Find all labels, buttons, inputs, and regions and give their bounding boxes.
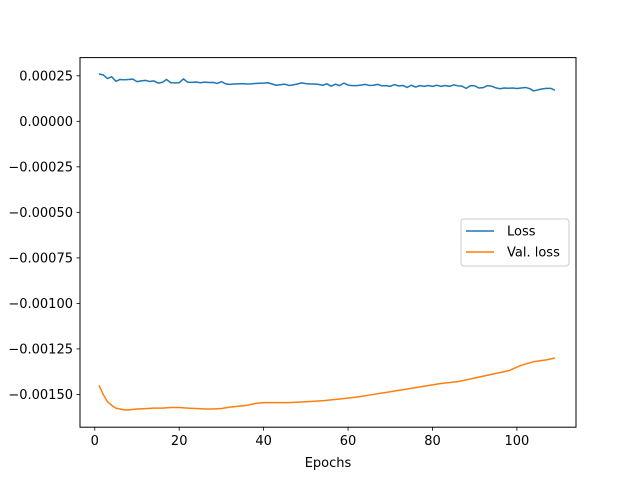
x-axis-title: Epochs <box>305 456 352 471</box>
x-tick-label: 100 <box>504 434 529 449</box>
series-line-loss <box>98 73 556 92</box>
legend-label: Loss <box>507 225 536 240</box>
y-tick-label: −0.00075 <box>8 251 73 266</box>
y-tick-label: −0.00125 <box>8 342 73 357</box>
x-tick-label: 20 <box>171 434 188 449</box>
x-tick-label: 60 <box>340 434 357 449</box>
y-tick-label: −0.00100 <box>8 297 73 312</box>
y-tick-label: 0.00025 <box>19 69 73 84</box>
y-tick-label: −0.00050 <box>8 206 73 221</box>
plot-frame <box>79 57 577 428</box>
y-axis: 0.00025 0.00000 −0.00025 −0.00050 −0.00075 −0… <box>8 69 80 403</box>
legend-label: Val. loss <box>507 246 560 261</box>
series-line-val-loss <box>98 357 556 411</box>
y-tick-label: −0.00025 <box>8 160 73 175</box>
y-tick-label: 0.00000 <box>19 115 73 130</box>
x-axis: 0 20 40 60 80 100 <box>91 427 529 449</box>
x-tick-label: 0 <box>91 434 99 449</box>
legend: Loss Val. loss <box>460 218 570 267</box>
plot-area <box>98 73 556 411</box>
y-tick-label: −0.00150 <box>8 388 73 403</box>
x-tick-label: 80 <box>424 434 441 449</box>
x-tick-label: 40 <box>255 434 272 449</box>
